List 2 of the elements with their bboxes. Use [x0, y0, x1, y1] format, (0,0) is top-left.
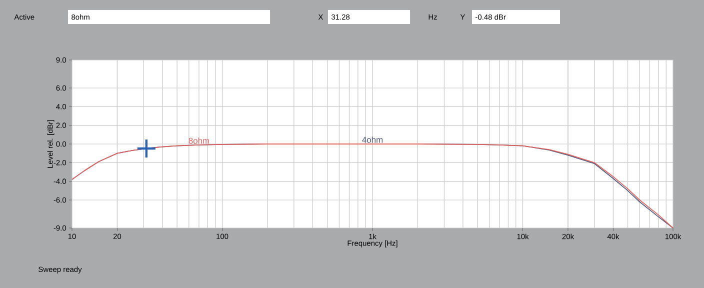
series-label: 4ohm [362, 136, 383, 143]
series-label: 8ohm [188, 138, 210, 144]
